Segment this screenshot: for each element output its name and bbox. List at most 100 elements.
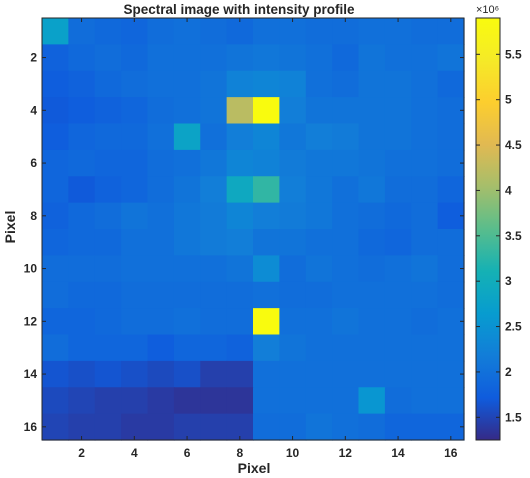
heatmap-cell xyxy=(173,202,201,230)
heatmap-cell xyxy=(147,229,175,256)
heatmap-cell xyxy=(42,123,69,151)
heatmap-cell xyxy=(200,413,228,441)
heatmap-cell xyxy=(68,123,96,151)
x-tick-label: 6 xyxy=(184,446,191,460)
colorbar-tick-label: 2 xyxy=(505,365,512,379)
heatmap-cell xyxy=(253,97,280,125)
heatmap-cell xyxy=(94,123,122,151)
heatmap-cell xyxy=(279,18,307,45)
heatmap-cell xyxy=(121,176,149,204)
heatmap-cell xyxy=(147,202,175,230)
heatmap-cell xyxy=(305,18,333,45)
heatmap-cell xyxy=(121,97,149,125)
heatmap-cell xyxy=(332,18,360,45)
chart-title: Spectral image with intensity profile xyxy=(123,2,355,17)
heatmap-cell xyxy=(411,413,439,441)
x-tick-label: 16 xyxy=(444,446,458,460)
heatmap-cell xyxy=(68,281,96,309)
y-tick-label: 4 xyxy=(30,103,37,117)
heatmap-cell xyxy=(279,308,307,336)
heatmap-cell xyxy=(121,229,149,256)
heatmap-cell xyxy=(94,70,122,98)
heatmap-cell xyxy=(226,281,254,309)
x-tick-label: 10 xyxy=(286,446,300,460)
heatmap-cell xyxy=(173,44,201,72)
heatmap-cell xyxy=(305,360,333,388)
heatmap-cell xyxy=(332,387,360,415)
heatmap-cell xyxy=(42,308,69,336)
heatmap-cell xyxy=(253,413,280,441)
heatmap-cell xyxy=(253,202,280,230)
heatmap-cell xyxy=(147,387,175,415)
heatmap-cell xyxy=(121,18,149,45)
heatmap-cell xyxy=(358,387,386,415)
heatmap-cell xyxy=(358,202,386,230)
heatmap-cell xyxy=(68,308,96,336)
heatmap-cell xyxy=(173,149,201,177)
heatmap-cell xyxy=(226,202,254,230)
heatmap-cell xyxy=(200,255,228,283)
heatmap-cell xyxy=(121,44,149,72)
heatmap-cell xyxy=(121,123,149,151)
heatmap-cell xyxy=(253,70,280,98)
heatmap-cell xyxy=(68,255,96,283)
heatmap-cell xyxy=(173,176,201,204)
heatmap-cell xyxy=(42,149,69,177)
heatmap-cell xyxy=(226,176,254,204)
colorbar-tick-label: 4 xyxy=(505,183,512,197)
heatmap-cell xyxy=(411,360,439,388)
heatmap-cell xyxy=(200,229,228,256)
heatmap-cell xyxy=(253,387,280,415)
heatmap-cell xyxy=(147,44,175,72)
colorbar: 1.5 2 2.5 3 3.5 4 4.5 5 5.5 ×10⁶ xyxy=(475,4,522,441)
heatmap-cell xyxy=(200,176,228,204)
heatmap-cell xyxy=(68,149,96,177)
heatmap-cell xyxy=(411,202,439,230)
heatmap-cell xyxy=(332,360,360,388)
heatmap-cell xyxy=(332,202,360,230)
heatmap-cell xyxy=(68,97,96,125)
heatmap-cell xyxy=(384,123,412,151)
heatmap-cell xyxy=(279,229,307,256)
heatmap-cell xyxy=(358,70,386,98)
heatmap-cell xyxy=(411,97,439,125)
heatmap-cell xyxy=(94,97,122,125)
heatmap-cell xyxy=(200,334,228,362)
heatmap-cell xyxy=(253,255,280,283)
heatmap-cell xyxy=(42,281,69,309)
heatmap-cell xyxy=(384,97,412,125)
heatmap-cell xyxy=(305,149,333,177)
heatmap-cell xyxy=(253,176,280,204)
heatmap-cell xyxy=(94,44,122,72)
x-axis-label: Pixel xyxy=(238,460,271,476)
heatmap-cell xyxy=(42,334,69,362)
heatmap-cell xyxy=(173,123,201,151)
heatmap-cell xyxy=(332,255,360,283)
heatmap-cell xyxy=(437,70,465,98)
heatmap-cell xyxy=(332,97,360,125)
colorbar-tick-label: 3.5 xyxy=(505,229,522,243)
heatmap-cell xyxy=(68,202,96,230)
x-tick-label: 4 xyxy=(131,446,138,460)
heatmap-cell xyxy=(121,334,149,362)
heatmap-cell xyxy=(42,18,69,45)
heatmap-cell xyxy=(147,413,175,441)
heatmap-cell xyxy=(147,308,175,336)
heatmap-cell xyxy=(411,387,439,415)
heatmap-cell xyxy=(411,18,439,45)
heatmap-cell xyxy=(305,202,333,230)
heatmap-cell xyxy=(305,255,333,283)
heatmap-cell xyxy=(253,229,280,256)
heatmap-cell xyxy=(226,18,254,45)
heatmap-cell xyxy=(200,123,228,151)
colorbar-tick-label: 5.5 xyxy=(505,47,522,61)
heatmap-cell xyxy=(384,255,412,283)
x-tick-label: 14 xyxy=(391,446,405,460)
heatmap-cell xyxy=(411,281,439,309)
heatmap-cell xyxy=(94,149,122,177)
heatmap-cell xyxy=(121,255,149,283)
heatmap-cell xyxy=(68,387,96,415)
heatmap-cell xyxy=(94,229,122,256)
heatmap-cell xyxy=(358,176,386,204)
heatmap-cell xyxy=(200,202,228,230)
